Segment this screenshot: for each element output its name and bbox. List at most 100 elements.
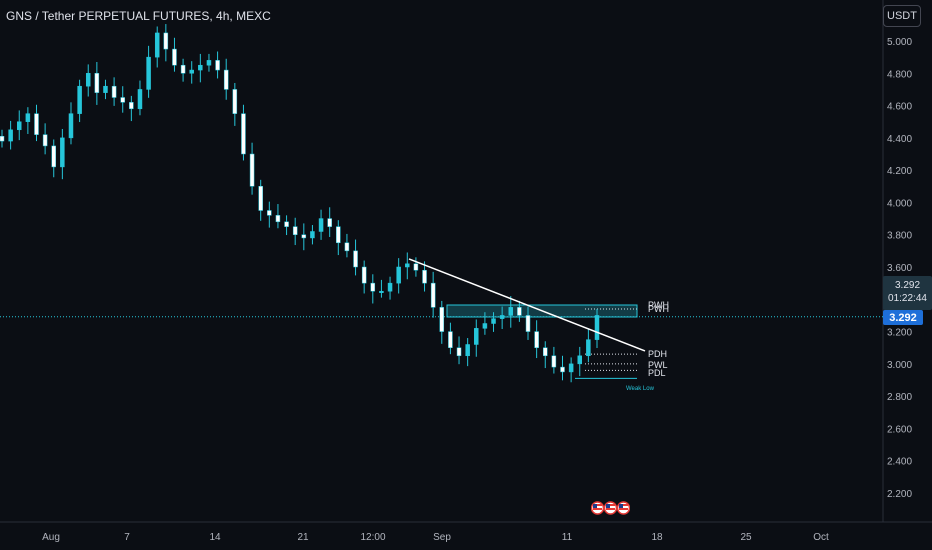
candle-body <box>534 331 539 348</box>
y-tick-label: 3.200 <box>887 328 912 339</box>
countdown-timer: 01:22:44 <box>888 293 927 304</box>
y-tick-label: 2.400 <box>887 457 912 468</box>
candle-body <box>336 226 341 244</box>
candle-body <box>439 307 445 332</box>
candle-body <box>249 153 255 187</box>
candle-body <box>560 366 565 373</box>
candle-body <box>456 347 462 357</box>
candle-body <box>25 113 31 122</box>
y-tick-label: 5.000 <box>887 37 912 48</box>
candle-body <box>508 307 514 316</box>
candle-body <box>154 32 160 58</box>
y-tick-label: 2.800 <box>887 392 912 403</box>
candle-body <box>499 315 505 319</box>
pdh-label: PDH <box>648 349 668 359</box>
candle-body <box>172 48 177 66</box>
x-tick-label: 11 <box>562 532 573 543</box>
x-tick-label: 18 <box>651 532 663 543</box>
candle-body <box>60 137 65 168</box>
candle-body <box>34 113 39 135</box>
candle-body <box>275 215 281 223</box>
level-lines <box>575 308 637 379</box>
candle-body <box>413 263 419 271</box>
candle-body <box>16 121 22 131</box>
candles <box>0 24 600 383</box>
candle-body <box>111 85 117 98</box>
candle-body <box>68 113 74 139</box>
candle-body <box>206 60 212 66</box>
candle-body <box>77 85 82 114</box>
price-box-value: 3.292 <box>894 280 921 291</box>
candle-body <box>42 134 48 147</box>
candle-body <box>465 344 470 357</box>
candle-body <box>215 60 220 71</box>
candle-body <box>85 73 91 87</box>
y-tick-label: 2.200 <box>887 489 912 500</box>
candle-body <box>258 186 263 211</box>
x-axis-labels: Aug 7 14 21 12:00 Sep 11 18 25 Oct <box>42 532 829 543</box>
candle-body <box>137 89 143 110</box>
us-flag-event-icon[interactable] <box>591 499 604 517</box>
candle-body <box>525 315 531 332</box>
candle-body <box>180 64 186 74</box>
x-tick-label: Sep <box>433 532 451 543</box>
y-tick-label: 3.000 <box>887 360 912 371</box>
y-tick-label: 3.600 <box>887 263 912 274</box>
candle-body <box>232 89 238 114</box>
candle-body <box>0 135 5 142</box>
y-tick-label: 4.200 <box>887 166 912 177</box>
candle-body <box>327 218 332 227</box>
candle-body <box>430 282 436 308</box>
candle-body <box>189 69 194 74</box>
y-tick-label: 4.000 <box>887 198 912 209</box>
candle-body <box>353 250 358 268</box>
currency-button[interactable]: USDT <box>883 5 921 27</box>
candle-body <box>94 73 100 93</box>
y-tick-label: 4.400 <box>887 134 912 145</box>
us-flag-event-icon[interactable] <box>617 499 630 517</box>
candle-body <box>474 328 479 345</box>
x-tick-label: Aug <box>42 532 60 543</box>
x-tick-label: 14 <box>209 532 221 543</box>
candle-body <box>301 234 307 239</box>
x-tick-label: 7 <box>124 532 130 543</box>
candle-body <box>120 97 125 103</box>
chart-title: GNS / Tether PERPETUAL FUTURES, 4h, MEXC <box>6 9 271 23</box>
candle-body <box>146 56 151 90</box>
candle-body <box>310 231 315 239</box>
candle-body <box>551 355 557 368</box>
y-tick-label: 4.800 <box>887 69 912 80</box>
pwh-label-overlap: PWH <box>648 304 669 314</box>
candle-body <box>241 113 246 155</box>
candle-body <box>517 307 522 316</box>
pwh-label: PWH <box>648 300 669 310</box>
candle-body <box>129 102 134 110</box>
x-tick-label: 12:00 <box>360 532 385 543</box>
candle-body <box>586 339 591 357</box>
candle-body <box>568 363 574 373</box>
candle-body <box>491 318 496 324</box>
pwl-label: PWL <box>648 360 668 370</box>
y-axis-labels: 2.2002.4002.6002.8003.0003.2003.4003.600… <box>887 37 912 500</box>
candle-body <box>361 266 367 284</box>
candle-body <box>396 266 401 284</box>
us-flag-event-icon[interactable] <box>604 499 617 517</box>
pdl-label: PDL <box>648 368 666 378</box>
candle-body <box>103 85 108 93</box>
y-tick-label: 3.800 <box>887 231 912 242</box>
candle-body <box>543 347 548 357</box>
trendline[interactable] <box>408 258 646 352</box>
candle-body <box>292 226 298 235</box>
candle-body <box>8 129 13 142</box>
y-tick-label: 4.600 <box>887 102 912 113</box>
candle-body <box>344 242 350 252</box>
candle-body <box>267 210 272 216</box>
candle-body <box>284 221 289 227</box>
x-tick-label: 25 <box>740 532 752 543</box>
candle-body <box>387 282 393 292</box>
candle-body <box>577 355 583 365</box>
candle-body <box>318 218 324 232</box>
candle-body <box>198 64 203 71</box>
x-tick-label: Oct <box>813 532 829 543</box>
